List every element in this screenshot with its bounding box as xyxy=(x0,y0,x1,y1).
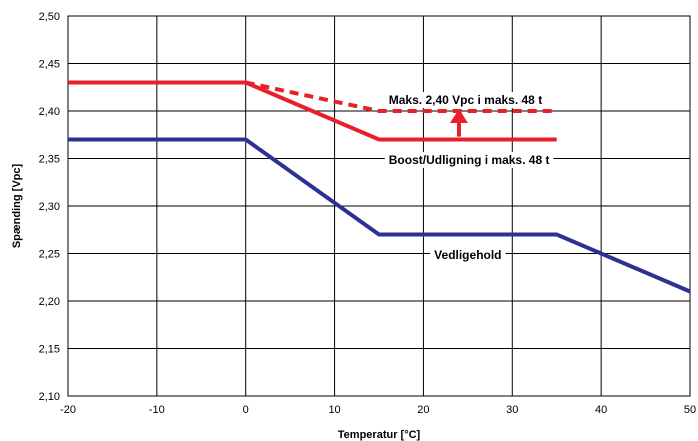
series-line-3 xyxy=(68,137,691,294)
y-axis-label: Spænding [Vpc] xyxy=(11,164,23,249)
x-tick-label: 30 xyxy=(506,404,518,416)
y-tick-label: 2,25 xyxy=(39,249,60,261)
series-group xyxy=(68,80,691,294)
series-label-1: Maks. 2,40 Vpc i maks. 48 t xyxy=(389,93,542,107)
series-label-bg xyxy=(384,92,547,109)
y-tick-label: 2,30 xyxy=(39,201,60,213)
y-tick-label: 2,50 xyxy=(39,11,60,23)
y-tick-label: 2,35 xyxy=(39,154,60,166)
y-tick-label: 2,10 xyxy=(39,391,60,403)
series-label-3: Vedligehold xyxy=(434,248,501,262)
x-tick-label: -10 xyxy=(149,404,165,416)
series-label-bg xyxy=(384,151,554,168)
x-tick-label: 0 xyxy=(243,404,249,416)
y-tick-label: 2,20 xyxy=(39,296,60,308)
arrow-head xyxy=(449,109,468,123)
annotations: Maks. 2,40 Vpc i maks. 48 t Boost/Udligni… xyxy=(384,92,554,263)
grid xyxy=(67,15,691,397)
x-tick-label: 40 xyxy=(595,404,607,416)
x-tick-label: 10 xyxy=(328,404,340,416)
y-tick-label: 2,15 xyxy=(39,344,60,356)
y-tick-label: 2,45 xyxy=(39,59,60,71)
x-tick-label: 50 xyxy=(684,404,696,416)
x-axis-label: Temperatur [°C] xyxy=(338,429,421,441)
series-line-1 xyxy=(245,80,557,113)
y-tick-label: 2,40 xyxy=(39,106,60,118)
x-tick-label: 20 xyxy=(417,404,429,416)
tick-labels: -20 -10 0 10 20 30 40 50 2,10 2,15 2,20 2,25 2,30 2,3… xyxy=(39,11,697,416)
series-line-2 xyxy=(68,80,557,142)
series-label-bg xyxy=(430,246,506,263)
series-label-2: Boost/Udligning i maks. 48 t xyxy=(389,153,550,167)
x-tick-label: -20 xyxy=(60,404,76,416)
